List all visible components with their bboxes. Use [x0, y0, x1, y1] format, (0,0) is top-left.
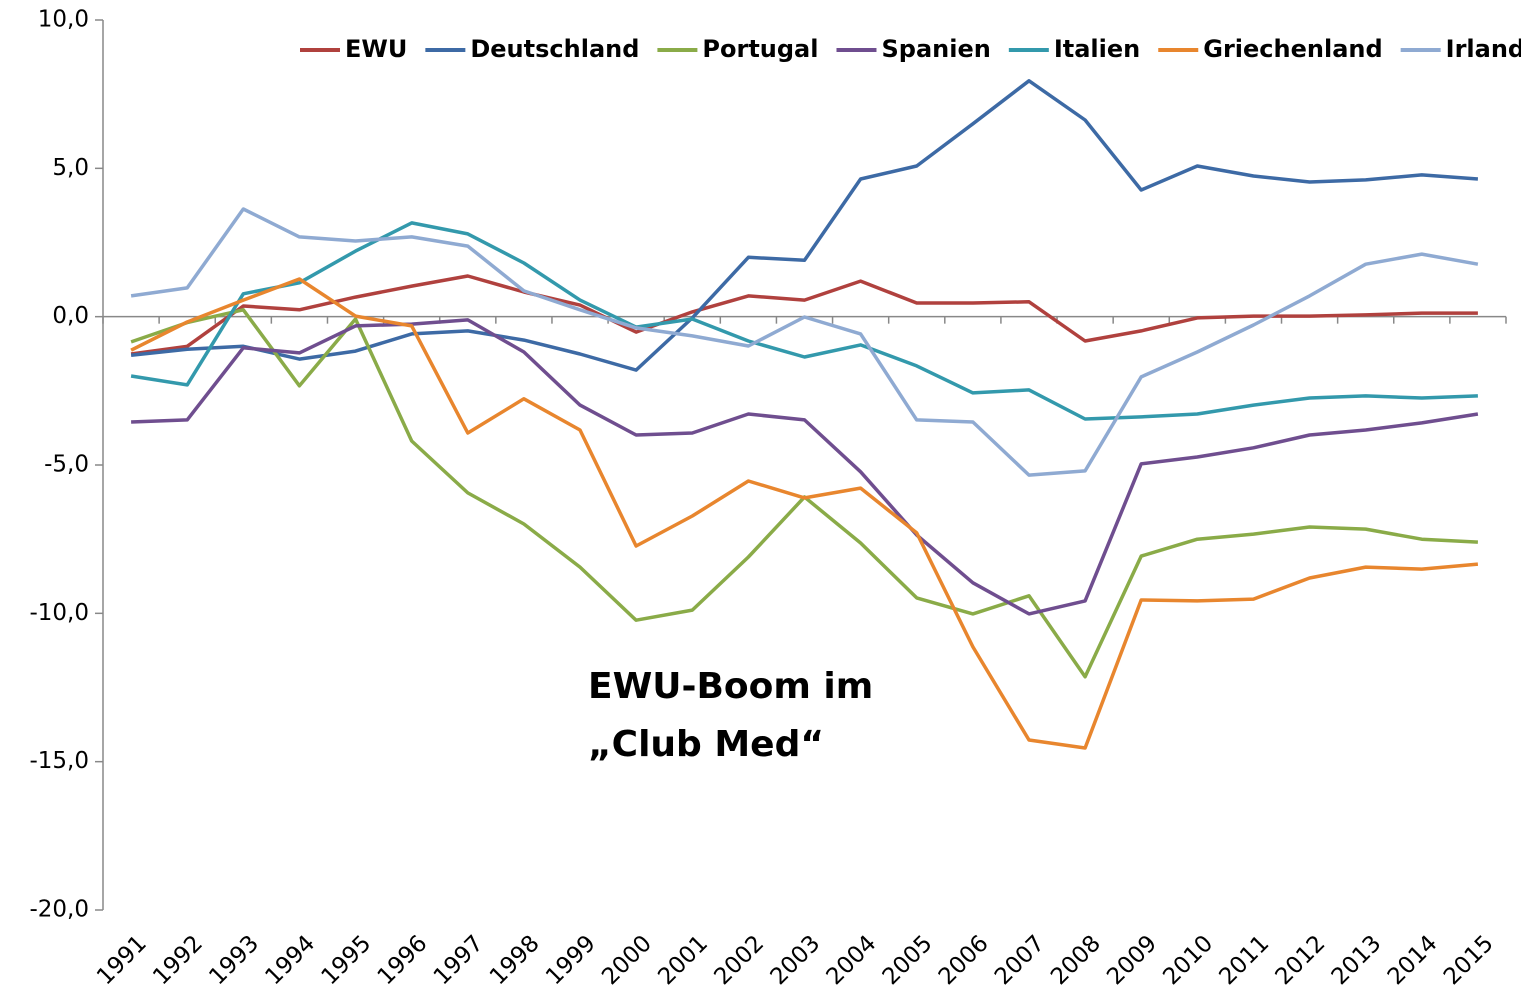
x-tick-label: 2015 — [1439, 930, 1499, 990]
x-tick-label: 2006 — [934, 930, 994, 990]
y-tick-label: -15,0 — [29, 748, 89, 774]
series-line — [130, 274, 1478, 356]
x-tick-label: 1996 — [373, 930, 433, 990]
x-tick-label: 1999 — [541, 930, 601, 990]
y-tick-label: 5,0 — [52, 155, 89, 181]
legend-label: Portugal — [702, 35, 818, 63]
x-tick-label: 2001 — [653, 930, 713, 990]
series-line — [131, 318, 1479, 616]
series-line — [130, 79, 1479, 372]
x-tick-label: 2014 — [1383, 930, 1443, 990]
annotation: EWU-Boom im — [588, 666, 873, 707]
x-tick-label: 1997 — [429, 930, 489, 990]
legend-label: Italien — [1054, 35, 1140, 63]
x-tick-label: 2008 — [1046, 930, 1106, 990]
x-tick-label: 2005 — [878, 930, 938, 990]
x-tick-label: 2002 — [709, 930, 769, 990]
x-tick-label: 1998 — [485, 930, 545, 990]
series-line — [130, 277, 1479, 750]
x-tick-label: 1995 — [317, 930, 377, 990]
x-tick-label: 2010 — [1158, 930, 1218, 990]
x-tick-label: 2011 — [1215, 930, 1275, 990]
legend-label: EWU — [345, 35, 407, 63]
x-tick-label: 2007 — [990, 930, 1050, 990]
series-line — [130, 221, 1478, 421]
y-tick-label: 0,0 — [52, 303, 89, 329]
y-tick-label: -5,0 — [44, 452, 89, 478]
annotation: „Club Med“ — [588, 724, 824, 765]
x-tick-label: 1994 — [260, 930, 320, 990]
series-line — [130, 308, 1478, 679]
y-tick-label: -10,0 — [29, 600, 89, 626]
x-tick-label: 1993 — [204, 930, 264, 990]
series-line — [130, 207, 1479, 477]
x-tick-label: 2000 — [597, 930, 657, 990]
legend-label: Spanien — [881, 35, 990, 63]
legend-label: Griechenland — [1203, 35, 1382, 63]
legend-label: Irland — [1446, 35, 1521, 63]
y-tick-label: -20,0 — [29, 897, 89, 923]
x-tick-label: 2012 — [1271, 930, 1331, 990]
x-tick-label: 2004 — [822, 930, 882, 990]
y-tick-label: 10,0 — [38, 7, 89, 33]
x-tick-label: 2013 — [1327, 930, 1387, 990]
x-tick-label: 1991 — [92, 930, 152, 990]
x-tick-label: 1992 — [148, 930, 208, 990]
x-tick-label: 2009 — [1102, 930, 1162, 990]
x-tick-label: 2003 — [766, 930, 826, 990]
legend-label: Deutschland — [470, 35, 639, 63]
